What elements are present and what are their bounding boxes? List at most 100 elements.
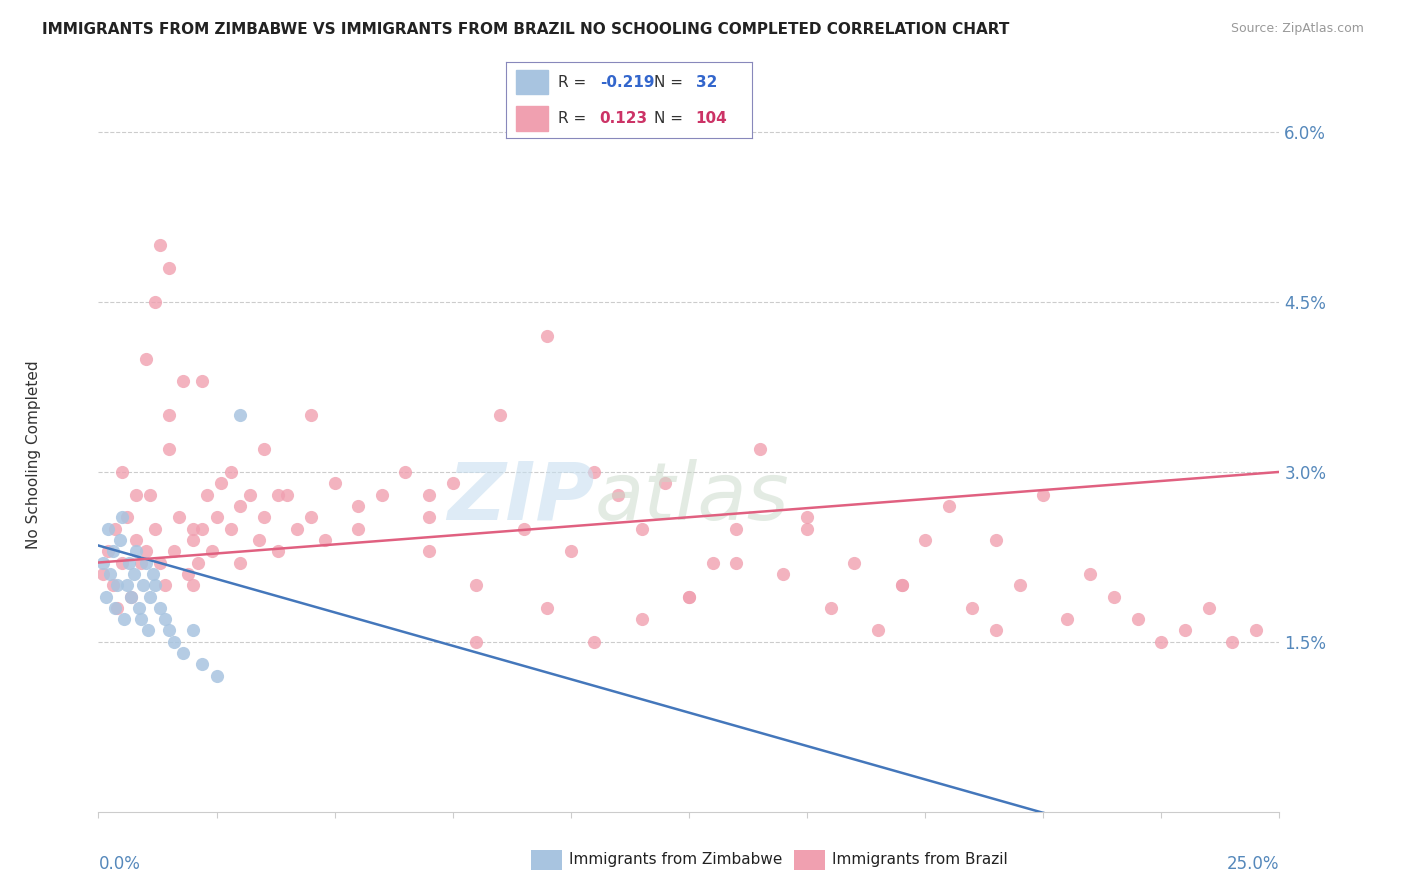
Point (135, 556, 157, 570)
Point (111, 510, 134, 524)
Text: 104: 104 (696, 111, 727, 126)
Point (195, 487, 218, 501)
Point (347, 522, 370, 536)
Point (253, 442, 276, 457)
Point (135, 544, 157, 558)
Text: Immigrants from Zimbabwe: Immigrants from Zimbabwe (569, 853, 783, 867)
Point (143, 295, 166, 310)
Text: R =: R = (558, 111, 591, 126)
Point (229, 556, 252, 570)
Point (125, 533, 148, 547)
Point (105, 578, 128, 592)
Point (725, 556, 748, 570)
Point (111, 465, 134, 479)
Point (702, 556, 724, 570)
Point (678, 590, 700, 604)
Point (153, 578, 176, 592)
Point (149, 238, 172, 252)
Point (101, 578, 124, 592)
Bar (516, 70, 548, 95)
Point (191, 522, 214, 536)
Point (418, 487, 440, 501)
Point (984, 533, 1007, 547)
Point (512, 522, 534, 536)
Point (267, 487, 290, 501)
Point (1174, 624, 1197, 638)
Point (1244, 624, 1267, 638)
Point (143, 522, 166, 536)
Point (630, 522, 652, 536)
Point (489, 409, 512, 423)
Point (115, 578, 138, 592)
Point (122, 566, 145, 581)
Point (299, 510, 322, 524)
Point (418, 510, 440, 524)
Text: 32: 32 (696, 75, 717, 90)
Point (181, 533, 204, 547)
Point (163, 635, 186, 649)
Point (465, 578, 488, 592)
Point (112, 612, 135, 626)
Point (104, 522, 127, 536)
Point (820, 600, 842, 615)
Text: No Schooling Completed: No Schooling Completed (25, 360, 41, 549)
Point (205, 669, 228, 683)
Point (890, 578, 912, 592)
Point (163, 544, 186, 558)
Point (866, 624, 889, 638)
Point (125, 544, 148, 558)
Point (157, 442, 180, 457)
Point (97, 522, 120, 536)
Text: R =: R = (558, 75, 591, 90)
Point (177, 566, 200, 581)
Point (1126, 612, 1149, 626)
Point (285, 522, 308, 536)
Point (276, 487, 298, 501)
Point (371, 487, 394, 501)
Point (91, 556, 114, 570)
Text: Immigrants from Brazil: Immigrants from Brazil (832, 853, 1008, 867)
Point (796, 522, 818, 536)
Point (105, 600, 128, 615)
Point (678, 590, 700, 604)
Point (418, 544, 440, 558)
Point (654, 476, 676, 491)
Point (984, 624, 1007, 638)
Point (962, 600, 984, 615)
Point (725, 522, 748, 536)
Point (136, 624, 159, 638)
Point (1102, 590, 1125, 604)
Point (98, 566, 121, 581)
Point (187, 556, 209, 570)
Point (299, 409, 322, 423)
Point (1080, 566, 1102, 581)
Point (441, 476, 464, 491)
Point (172, 374, 194, 388)
Text: atlas: atlas (595, 458, 789, 537)
Point (143, 578, 166, 592)
Point (583, 465, 606, 479)
Text: N =: N = (654, 111, 688, 126)
Point (125, 487, 148, 501)
Point (142, 566, 165, 581)
Point (157, 260, 180, 275)
Point (149, 600, 172, 615)
Point (209, 476, 232, 491)
Text: 25.0%: 25.0% (1227, 855, 1279, 872)
Bar (516, 106, 548, 130)
Text: Source: ZipAtlas.com: Source: ZipAtlas.com (1230, 22, 1364, 36)
Point (115, 510, 138, 524)
Point (121, 590, 143, 604)
Point (132, 578, 155, 592)
Point (536, 329, 558, 343)
Point (104, 600, 127, 615)
Point (157, 409, 180, 423)
Point (1150, 635, 1173, 649)
Point (181, 578, 204, 592)
Point (607, 487, 630, 501)
Point (914, 533, 936, 547)
Point (153, 612, 176, 626)
Point (560, 544, 582, 558)
Point (1220, 635, 1243, 649)
Point (101, 544, 124, 558)
